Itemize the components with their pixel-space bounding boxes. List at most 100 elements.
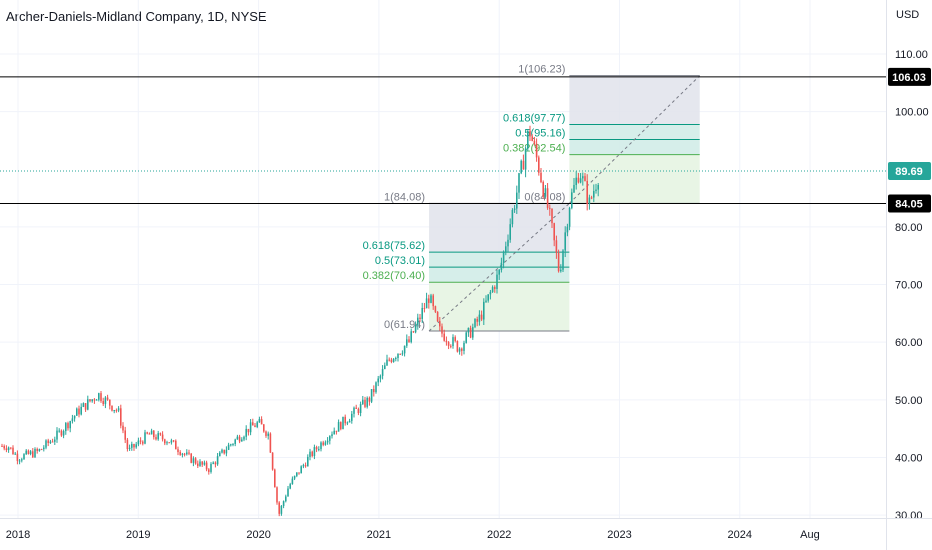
candle-body <box>566 226 569 233</box>
candle-body <box>190 453 192 463</box>
time-axis[interactable]: 2018 2019 2020 2021 2022 2023 2024 Aug <box>0 518 932 542</box>
candle-body <box>289 484 291 489</box>
x-tick-label: 2022 <box>487 529 511 541</box>
price-tag-label: 84.05 <box>895 199 923 211</box>
candle-body <box>113 410 115 412</box>
candle-body <box>397 353 399 358</box>
candle-body <box>421 307 423 319</box>
candle-body <box>47 440 49 443</box>
candle-body <box>322 442 324 445</box>
candle-body <box>540 172 542 183</box>
candle-body <box>12 447 14 455</box>
candle-body <box>535 143 538 158</box>
candle-body <box>285 496 287 502</box>
candle-body <box>450 345 452 347</box>
currency-label: USD <box>896 9 920 21</box>
candle-body <box>10 447 12 449</box>
candle-body <box>333 430 335 435</box>
y-tick-label: 60.00 <box>895 337 923 349</box>
candle-body <box>386 359 388 366</box>
x-tick-label: 2024 <box>728 529 752 541</box>
fib-level-label: 0(84.08) <box>524 191 565 203</box>
candle-body <box>549 207 551 209</box>
candle-body <box>197 463 199 466</box>
candle-body <box>7 447 10 451</box>
candle-body <box>527 130 529 149</box>
candle-body <box>210 463 212 472</box>
candle-body <box>586 180 588 204</box>
candle-body <box>557 252 560 272</box>
candle-body <box>278 502 280 514</box>
candle-body <box>353 407 355 414</box>
candle-body <box>135 444 137 448</box>
candle-body <box>153 430 155 438</box>
candle-body <box>313 447 316 457</box>
fib-level-label: 0.618(97.77) <box>503 112 565 124</box>
candle-body <box>480 314 483 320</box>
candle-body <box>335 430 338 432</box>
candle-body <box>337 422 340 432</box>
candle-body <box>117 408 120 411</box>
x-tick-label: 2023 <box>607 529 631 541</box>
fib-level-label: 0.382(92.54) <box>503 143 565 155</box>
price-tag-label: 106.03 <box>892 72 926 84</box>
candle-body <box>496 274 498 289</box>
candle-body <box>82 403 85 407</box>
candle-body <box>254 425 256 427</box>
candle-body <box>379 375 382 379</box>
candle-body <box>505 246 507 252</box>
candle-body <box>542 182 544 197</box>
candle-body <box>538 157 540 173</box>
fib-level-label: 0.5(73.01) <box>375 255 425 267</box>
candle-body <box>139 440 142 442</box>
candle-body <box>225 449 228 454</box>
candle-body <box>40 449 43 451</box>
candle-body <box>329 436 331 441</box>
fib-zone-top <box>569 75 700 125</box>
candle-body <box>216 456 219 465</box>
fib-retracements[interactable]: 1(84.08) 0.618(75.62) 0.5(73.01) 0.382(70.4… <box>363 64 701 332</box>
y-tick-label: 40.00 <box>895 452 923 464</box>
candle-body <box>381 369 384 376</box>
grid <box>0 0 886 518</box>
candle-body <box>487 294 489 301</box>
candle-body <box>29 451 32 455</box>
candle-body <box>36 448 38 451</box>
candle-body <box>430 295 432 303</box>
candle-body <box>60 430 63 436</box>
candle-body <box>595 189 597 191</box>
price-tag <box>888 194 931 213</box>
candle-body <box>546 188 549 208</box>
candle-body <box>434 306 437 312</box>
fib-trend-line <box>428 202 570 332</box>
candle-body <box>509 224 511 240</box>
candle-body <box>45 440 47 448</box>
candle-body <box>408 339 410 343</box>
candle-body <box>128 447 131 449</box>
candle-body <box>302 465 305 467</box>
candle-body <box>1 445 3 447</box>
candle-body <box>463 342 465 351</box>
candle-body <box>69 421 71 429</box>
candle-body <box>577 177 580 183</box>
candle-body <box>373 389 375 393</box>
candle-body <box>144 432 146 444</box>
candle-body <box>498 269 500 275</box>
candle-body <box>315 447 318 450</box>
candle-body <box>177 449 179 453</box>
candle-body <box>93 399 96 401</box>
candle-body <box>159 433 162 435</box>
candle-body <box>309 451 311 457</box>
fib-level-label: 1(106.23) <box>518 64 565 76</box>
candle-body <box>56 430 58 440</box>
candle-body <box>23 454 25 460</box>
candle-body <box>260 419 263 425</box>
candle-body <box>3 446 5 449</box>
candle-body <box>183 453 186 455</box>
candle-body <box>212 462 214 464</box>
horizontal-lines[interactable] <box>0 76 886 205</box>
price-tags: 106.03 89.69 84.05 <box>888 67 931 213</box>
price-axis[interactable]: 30.00 40.00 50.00 60.00 70.00 80.00 100.00 110.… <box>886 0 929 550</box>
price-tag-label: 89.69 <box>895 166 923 178</box>
